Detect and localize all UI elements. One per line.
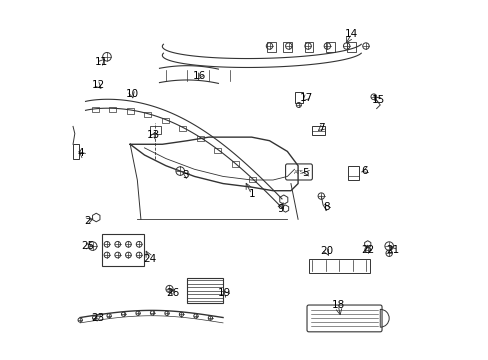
- Text: 12: 12: [91, 80, 104, 90]
- Bar: [73, 144, 80, 158]
- Text: 15: 15: [371, 95, 384, 105]
- Text: 26: 26: [166, 288, 179, 297]
- Text: 18: 18: [331, 300, 344, 310]
- Text: 11: 11: [95, 57, 108, 67]
- Text: 24: 24: [143, 253, 156, 264]
- Bar: [266, 42, 275, 52]
- Bar: [231, 161, 238, 167]
- Text: 3: 3: [182, 170, 188, 180]
- Text: 1: 1: [248, 189, 254, 199]
- Text: 21: 21: [386, 245, 399, 255]
- Text: 19: 19: [218, 288, 231, 297]
- Bar: [304, 42, 312, 52]
- Bar: [346, 42, 355, 52]
- Text: 10: 10: [125, 89, 138, 99]
- Text: 20: 20: [320, 247, 332, 256]
- Text: 23: 23: [91, 312, 104, 323]
- Bar: [312, 126, 324, 135]
- Bar: [283, 42, 291, 52]
- Bar: [144, 112, 151, 117]
- Bar: [179, 126, 186, 131]
- Text: 25: 25: [81, 241, 95, 251]
- Bar: [308, 258, 369, 273]
- Bar: [196, 136, 203, 141]
- Text: 13: 13: [146, 130, 160, 140]
- Text: 2: 2: [84, 216, 90, 226]
- Text: 9: 9: [276, 203, 283, 213]
- Bar: [214, 148, 221, 153]
- Bar: [149, 126, 160, 134]
- Text: 4: 4: [78, 148, 84, 158]
- Bar: [325, 42, 334, 52]
- Text: 16: 16: [193, 71, 206, 81]
- Text: 5: 5: [302, 168, 308, 178]
- Text: 17: 17: [299, 93, 312, 103]
- Text: 8: 8: [323, 202, 329, 212]
- Text: 14: 14: [345, 28, 358, 39]
- Bar: [347, 166, 358, 180]
- Bar: [187, 278, 223, 303]
- Bar: [248, 177, 256, 182]
- Bar: [162, 118, 168, 123]
- Bar: [109, 107, 116, 112]
- Bar: [126, 108, 134, 113]
- Text: 22: 22: [360, 245, 374, 255]
- Text: 7: 7: [317, 123, 324, 133]
- Text: 6: 6: [360, 166, 366, 176]
- Bar: [92, 107, 99, 112]
- Bar: [102, 234, 144, 266]
- Text: ATS: ATS: [293, 170, 304, 175]
- Bar: [294, 93, 303, 103]
